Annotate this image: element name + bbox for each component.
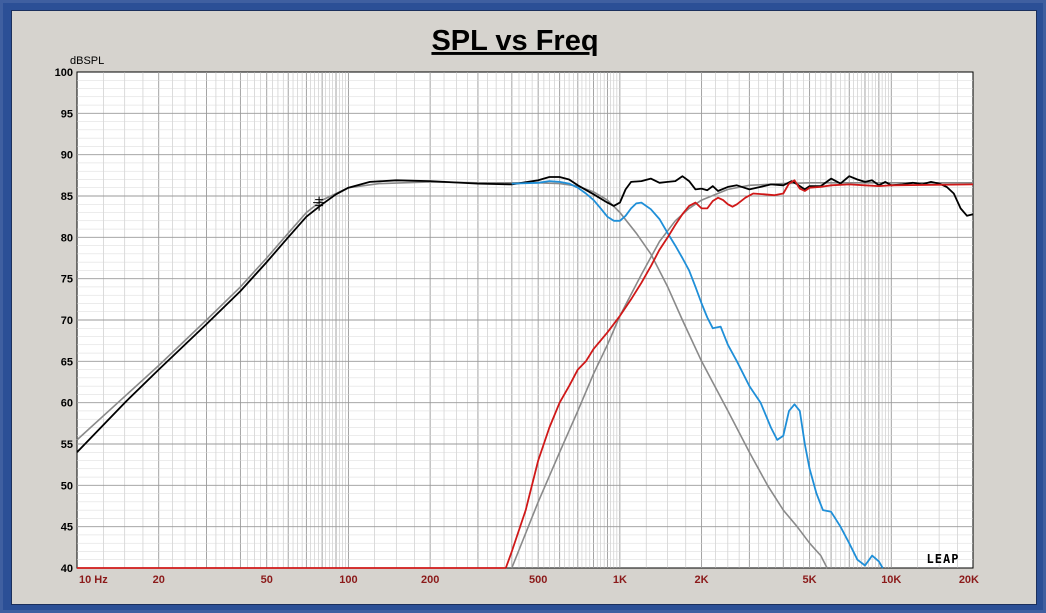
y-tick-label: 100 <box>55 67 73 79</box>
x-tick-label: 1K <box>613 574 627 586</box>
y-tick-label: 40 <box>61 563 73 575</box>
x-tick-label: 5K <box>803 574 817 586</box>
x-tick-label: 10K <box>881 574 901 586</box>
y-tick-label: 55 <box>61 439 73 451</box>
y-tick-label: 70 <box>61 315 73 327</box>
y-tick-label: 60 <box>61 398 73 410</box>
leap-watermark: LEAP <box>927 552 960 566</box>
y-tick-label: 85 <box>61 191 73 203</box>
y-tick-label: 50 <box>61 480 73 492</box>
window-frame: SPL vs Freq dBSPL 40 45 50 55 60 65 70 75 80 85 90… <box>3 3 1043 610</box>
x-tick-label: 50 <box>261 574 273 586</box>
series-line-woofer <box>511 180 884 569</box>
x-tick-label: 10 Hz <box>79 574 108 586</box>
chart-panel: SPL vs Freq dBSPL 40 45 50 55 60 65 70 75 80 85 90… <box>11 10 1037 605</box>
y-axis-label: dBSPL <box>70 55 104 67</box>
spl-chart: SPL vs Freq dBSPL 40 45 50 55 60 65 70 75 80 85 90… <box>55 25 979 586</box>
y-tick-label: 90 <box>61 150 73 162</box>
y-tick-label: 45 <box>61 522 73 534</box>
x-tick-label: 20 <box>153 574 165 586</box>
y-tick-label: 65 <box>61 356 73 368</box>
x-tick-label: 2K <box>695 574 709 586</box>
x-tick-label: 100 <box>339 574 357 586</box>
series-line-tweeter <box>504 179 974 569</box>
x-tick-label: 500 <box>529 574 547 586</box>
y-tick-label: 95 <box>61 108 73 120</box>
cursor-marker <box>313 196 326 211</box>
y-tick-label: 80 <box>61 232 73 244</box>
y-tick-label: 75 <box>61 274 73 286</box>
x-tick-label: 200 <box>421 574 439 586</box>
chart-title: SPL vs Freq <box>431 25 598 57</box>
x-tick-label: 20K <box>959 574 979 586</box>
series-line-total <box>76 175 974 453</box>
